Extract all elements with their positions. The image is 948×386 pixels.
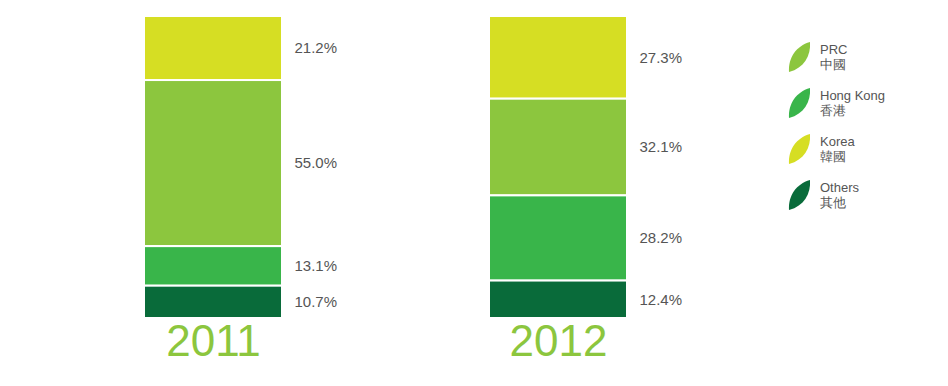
svg-text:27.3%: 27.3%	[640, 49, 683, 66]
html-text:其他: 其他	[820, 195, 846, 210]
svg-text:10.7%: 10.7%	[295, 293, 338, 310]
svg-text:55.0%: 55.0%	[295, 154, 338, 171]
svg-text:32.1%: 32.1%	[640, 138, 683, 155]
html-text:Korea: Korea	[820, 134, 855, 149]
svg-text:21.2%: 21.2%	[295, 39, 338, 56]
html-text:中國: 中國	[820, 57, 846, 72]
svg-text:12.4%: 12.4%	[640, 291, 683, 308]
html-text:PRC: PRC	[820, 42, 848, 57]
svg-text:2012: 2012	[510, 316, 608, 365]
html-text:Others: Others	[820, 180, 859, 195]
html-text:香港: 香港	[820, 103, 846, 118]
svg-text:13.1%: 13.1%	[295, 257, 338, 274]
svg-text:28.2%: 28.2%	[640, 229, 683, 246]
html-text:韓國: 韓國	[820, 149, 846, 164]
svg-text:2011: 2011	[166, 316, 261, 365]
html-text:Hong Kong: Hong Kong	[820, 88, 886, 103]
